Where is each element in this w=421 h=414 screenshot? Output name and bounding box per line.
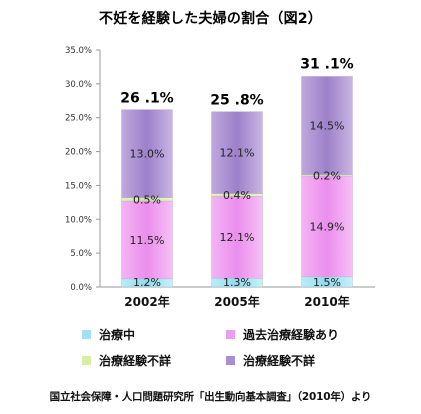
data-labels: 1.2% 11.5% 0.5% 13.0% 26 .1% 2002年 1.3% 12.1% 0.… — [120, 56, 353, 309]
bar-segment — [211, 111, 263, 194]
bar-segment — [211, 196, 263, 279]
legend-swatch-unknown-purple — [226, 356, 235, 365]
category-label: 2005年 — [214, 294, 259, 309]
bar-segment — [121, 109, 173, 198]
total-value-label: 26 .1% — [120, 90, 173, 106]
segment-value-label: 1.2% — [133, 276, 161, 289]
y-tick-label: 15.0% — [65, 181, 92, 191]
legend-label-unknown-purple: 治療経験不詳 — [243, 354, 316, 368]
segment-value-label: 13.0% — [130, 148, 165, 161]
source-note: 国立社会保障・人口問題研究所「出生動向基本調査」（2010年）より — [49, 391, 372, 403]
total-value-label: 31 .1% — [300, 56, 353, 72]
legend-item-unknown-purple: 治療経験不詳 — [226, 352, 315, 369]
legend-item-past-treatment: 過去治療経験あり — [226, 326, 339, 343]
y-tick-label: 10.0% — [65, 215, 92, 225]
y-tick-label: 35.0% — [65, 46, 92, 56]
legend-label-past-treatment: 過去治療経験あり — [243, 328, 340, 342]
y-tick-label: 30.0% — [65, 80, 92, 90]
segment-value-label: 1.5% — [313, 276, 341, 289]
bar-segment — [121, 200, 173, 280]
segment-value-label: 0.2% — [313, 169, 341, 182]
segment-value-label: 14.5% — [310, 120, 345, 133]
legend-swatch-unknown-green — [82, 356, 91, 365]
segment-value-label: 0.4% — [223, 189, 251, 202]
legend-item-unknown-green: 治療経験不詳 — [82, 352, 171, 369]
legend-item-treating: 治療中 — [82, 326, 135, 343]
segment-value-label: 12.1% — [220, 231, 255, 244]
legend-swatch-past-treatment — [226, 330, 235, 339]
segment-value-label: 14.9% — [310, 220, 345, 233]
legend-swatch-treating — [82, 330, 91, 339]
legend-label-unknown-green: 治療経験不詳 — [99, 354, 172, 368]
y-tick-label: 25.0% — [65, 114, 92, 124]
y-tick-label: 20.0% — [65, 148, 92, 158]
chart-title: 不妊を経験した夫婦の割合（図2） — [99, 11, 322, 27]
legend: 治療中 過去治療経験あり 治療経験不詳 治療経験不詳 — [82, 318, 402, 370]
category-label: 2010年 — [304, 294, 349, 309]
y-tick-label: 5.0% — [70, 249, 92, 259]
bar-segment — [301, 76, 353, 175]
total-value-label: 25 .8% — [210, 92, 263, 108]
segment-value-label: 0.5% — [133, 193, 161, 206]
category-label: 2002年 — [124, 294, 169, 309]
bar-segment — [301, 175, 353, 278]
legend-label-treating: 治療中 — [99, 328, 136, 342]
segment-value-label: 12.1% — [220, 147, 255, 160]
y-tick-label: 0.0% — [70, 283, 92, 293]
segment-value-label: 1.3% — [223, 276, 251, 289]
segment-value-label: 11.5% — [130, 234, 165, 247]
bars — [121, 76, 353, 288]
